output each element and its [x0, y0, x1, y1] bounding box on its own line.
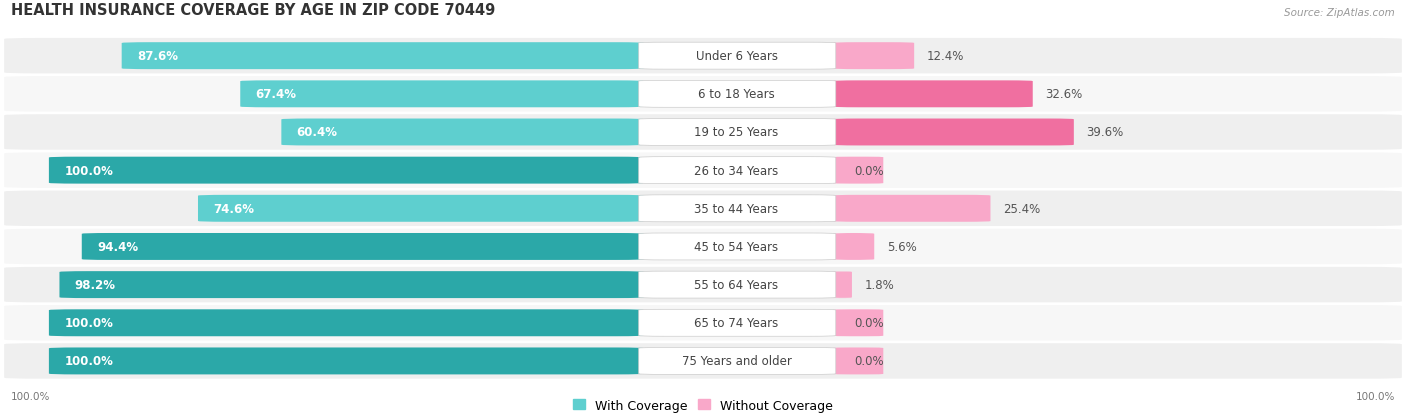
FancyBboxPatch shape [198, 195, 644, 222]
Text: 74.6%: 74.6% [214, 202, 254, 215]
FancyBboxPatch shape [4, 229, 1402, 265]
Text: 19 to 25 Years: 19 to 25 Years [695, 126, 779, 139]
FancyBboxPatch shape [59, 271, 644, 298]
Text: 100.0%: 100.0% [65, 355, 112, 368]
Text: 65 to 74 Years: 65 to 74 Years [695, 316, 779, 330]
Text: 6 to 18 Years: 6 to 18 Years [699, 88, 775, 101]
Text: Under 6 Years: Under 6 Years [696, 50, 778, 63]
FancyBboxPatch shape [4, 267, 1402, 303]
FancyBboxPatch shape [122, 43, 644, 70]
Text: 35 to 44 Years: 35 to 44 Years [695, 202, 779, 215]
FancyBboxPatch shape [832, 81, 1033, 108]
FancyBboxPatch shape [832, 195, 990, 222]
FancyBboxPatch shape [832, 310, 883, 337]
Text: 39.6%: 39.6% [1087, 126, 1123, 139]
Text: 45 to 54 Years: 45 to 54 Years [695, 240, 779, 253]
Text: 98.2%: 98.2% [75, 278, 115, 292]
FancyBboxPatch shape [4, 153, 1402, 188]
Text: 94.4%: 94.4% [97, 240, 138, 253]
FancyBboxPatch shape [638, 195, 835, 222]
FancyBboxPatch shape [240, 81, 644, 108]
Text: 100.0%: 100.0% [1355, 391, 1395, 401]
FancyBboxPatch shape [638, 43, 835, 70]
Text: 100.0%: 100.0% [65, 164, 112, 177]
FancyBboxPatch shape [4, 77, 1402, 112]
FancyBboxPatch shape [638, 81, 835, 108]
Text: 100.0%: 100.0% [11, 391, 51, 401]
Text: 5.6%: 5.6% [887, 240, 917, 253]
FancyBboxPatch shape [638, 157, 835, 184]
FancyBboxPatch shape [832, 157, 883, 184]
Text: 67.4%: 67.4% [256, 88, 297, 101]
Text: 25.4%: 25.4% [1002, 202, 1040, 215]
FancyBboxPatch shape [832, 233, 875, 260]
Text: Source: ZipAtlas.com: Source: ZipAtlas.com [1284, 8, 1395, 18]
Text: 100.0%: 100.0% [65, 316, 112, 330]
Text: 55 to 64 Years: 55 to 64 Years [695, 278, 779, 292]
Text: 0.0%: 0.0% [853, 316, 883, 330]
Text: 0.0%: 0.0% [853, 355, 883, 368]
FancyBboxPatch shape [49, 310, 644, 337]
Text: 60.4%: 60.4% [297, 126, 337, 139]
Legend: With Coverage, Without Coverage: With Coverage, Without Coverage [572, 399, 834, 411]
FancyBboxPatch shape [638, 310, 835, 337]
FancyBboxPatch shape [49, 157, 644, 184]
Text: 1.8%: 1.8% [865, 278, 894, 292]
FancyBboxPatch shape [4, 343, 1402, 379]
Text: 0.0%: 0.0% [853, 164, 883, 177]
Text: 26 to 34 Years: 26 to 34 Years [695, 164, 779, 177]
Text: 75 Years and older: 75 Years and older [682, 355, 792, 368]
FancyBboxPatch shape [827, 271, 858, 298]
FancyBboxPatch shape [4, 191, 1402, 226]
FancyBboxPatch shape [832, 43, 914, 70]
Text: 12.4%: 12.4% [927, 50, 965, 63]
FancyBboxPatch shape [832, 348, 883, 375]
FancyBboxPatch shape [638, 348, 835, 375]
FancyBboxPatch shape [832, 119, 1074, 146]
Text: HEALTH INSURANCE COVERAGE BY AGE IN ZIP CODE 70449: HEALTH INSURANCE COVERAGE BY AGE IN ZIP … [11, 3, 495, 18]
FancyBboxPatch shape [4, 39, 1402, 74]
Text: 87.6%: 87.6% [136, 50, 179, 63]
FancyBboxPatch shape [638, 233, 835, 260]
FancyBboxPatch shape [49, 348, 644, 375]
Text: 32.6%: 32.6% [1045, 88, 1083, 101]
FancyBboxPatch shape [82, 233, 644, 260]
FancyBboxPatch shape [638, 119, 835, 146]
FancyBboxPatch shape [281, 119, 644, 146]
FancyBboxPatch shape [4, 305, 1402, 341]
FancyBboxPatch shape [638, 271, 835, 298]
FancyBboxPatch shape [4, 115, 1402, 150]
